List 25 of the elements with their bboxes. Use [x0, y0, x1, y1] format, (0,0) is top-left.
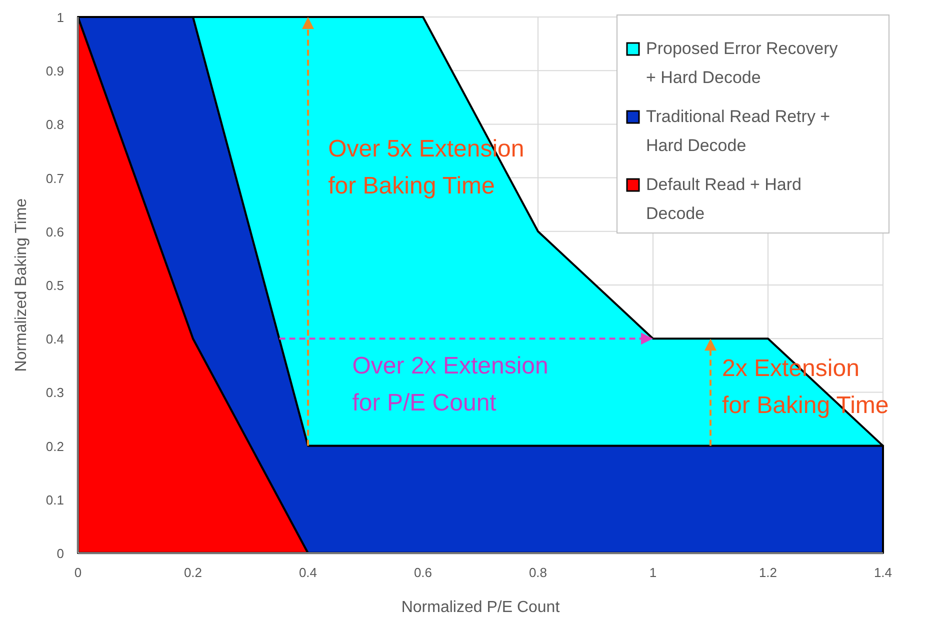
- y-tick-label: 0.8: [46, 117, 64, 132]
- y-axis-title: Normalized Baking Time: [13, 198, 30, 372]
- y-tick-label: 0.3: [46, 385, 64, 400]
- x-axis-title: Normalized P/E Count: [401, 599, 560, 616]
- y-tick-label: 0.9: [46, 64, 64, 79]
- x-tick-label: 0.4: [298, 565, 318, 580]
- x-tick-label: 0: [74, 565, 82, 580]
- x-tick-label: 1.2: [758, 565, 778, 580]
- annotation: Over 2x Extension for P/E Count: [352, 352, 548, 416]
- y-tick-label: 0.1: [46, 492, 64, 508]
- x-tick-label: 1.4: [874, 565, 892, 580]
- y-tick-label: 1: [56, 10, 64, 25]
- y-tick-label: 0.2: [46, 438, 64, 454]
- x-tick-label: 0.2: [184, 565, 202, 580]
- y-tick-label: 0: [56, 546, 64, 561]
- x-tick-label: 0.8: [528, 565, 548, 580]
- y-tick-label: 0.5: [46, 278, 64, 293]
- legend-label: Proposed Error Recovery + Hard Decode: [646, 39, 838, 87]
- x-tick-label: 1: [649, 565, 657, 580]
- legend-label: Traditional Read Retry + Hard Decode: [646, 107, 830, 155]
- y-tick-label: 0.4: [46, 332, 64, 347]
- y-tick-label: 0.6: [46, 224, 64, 240]
- x-tick-label: 0.6: [414, 565, 432, 580]
- legend-label: Default Read + Hard Decode: [646, 175, 802, 223]
- y-tick-label: 0.7: [46, 170, 64, 186]
